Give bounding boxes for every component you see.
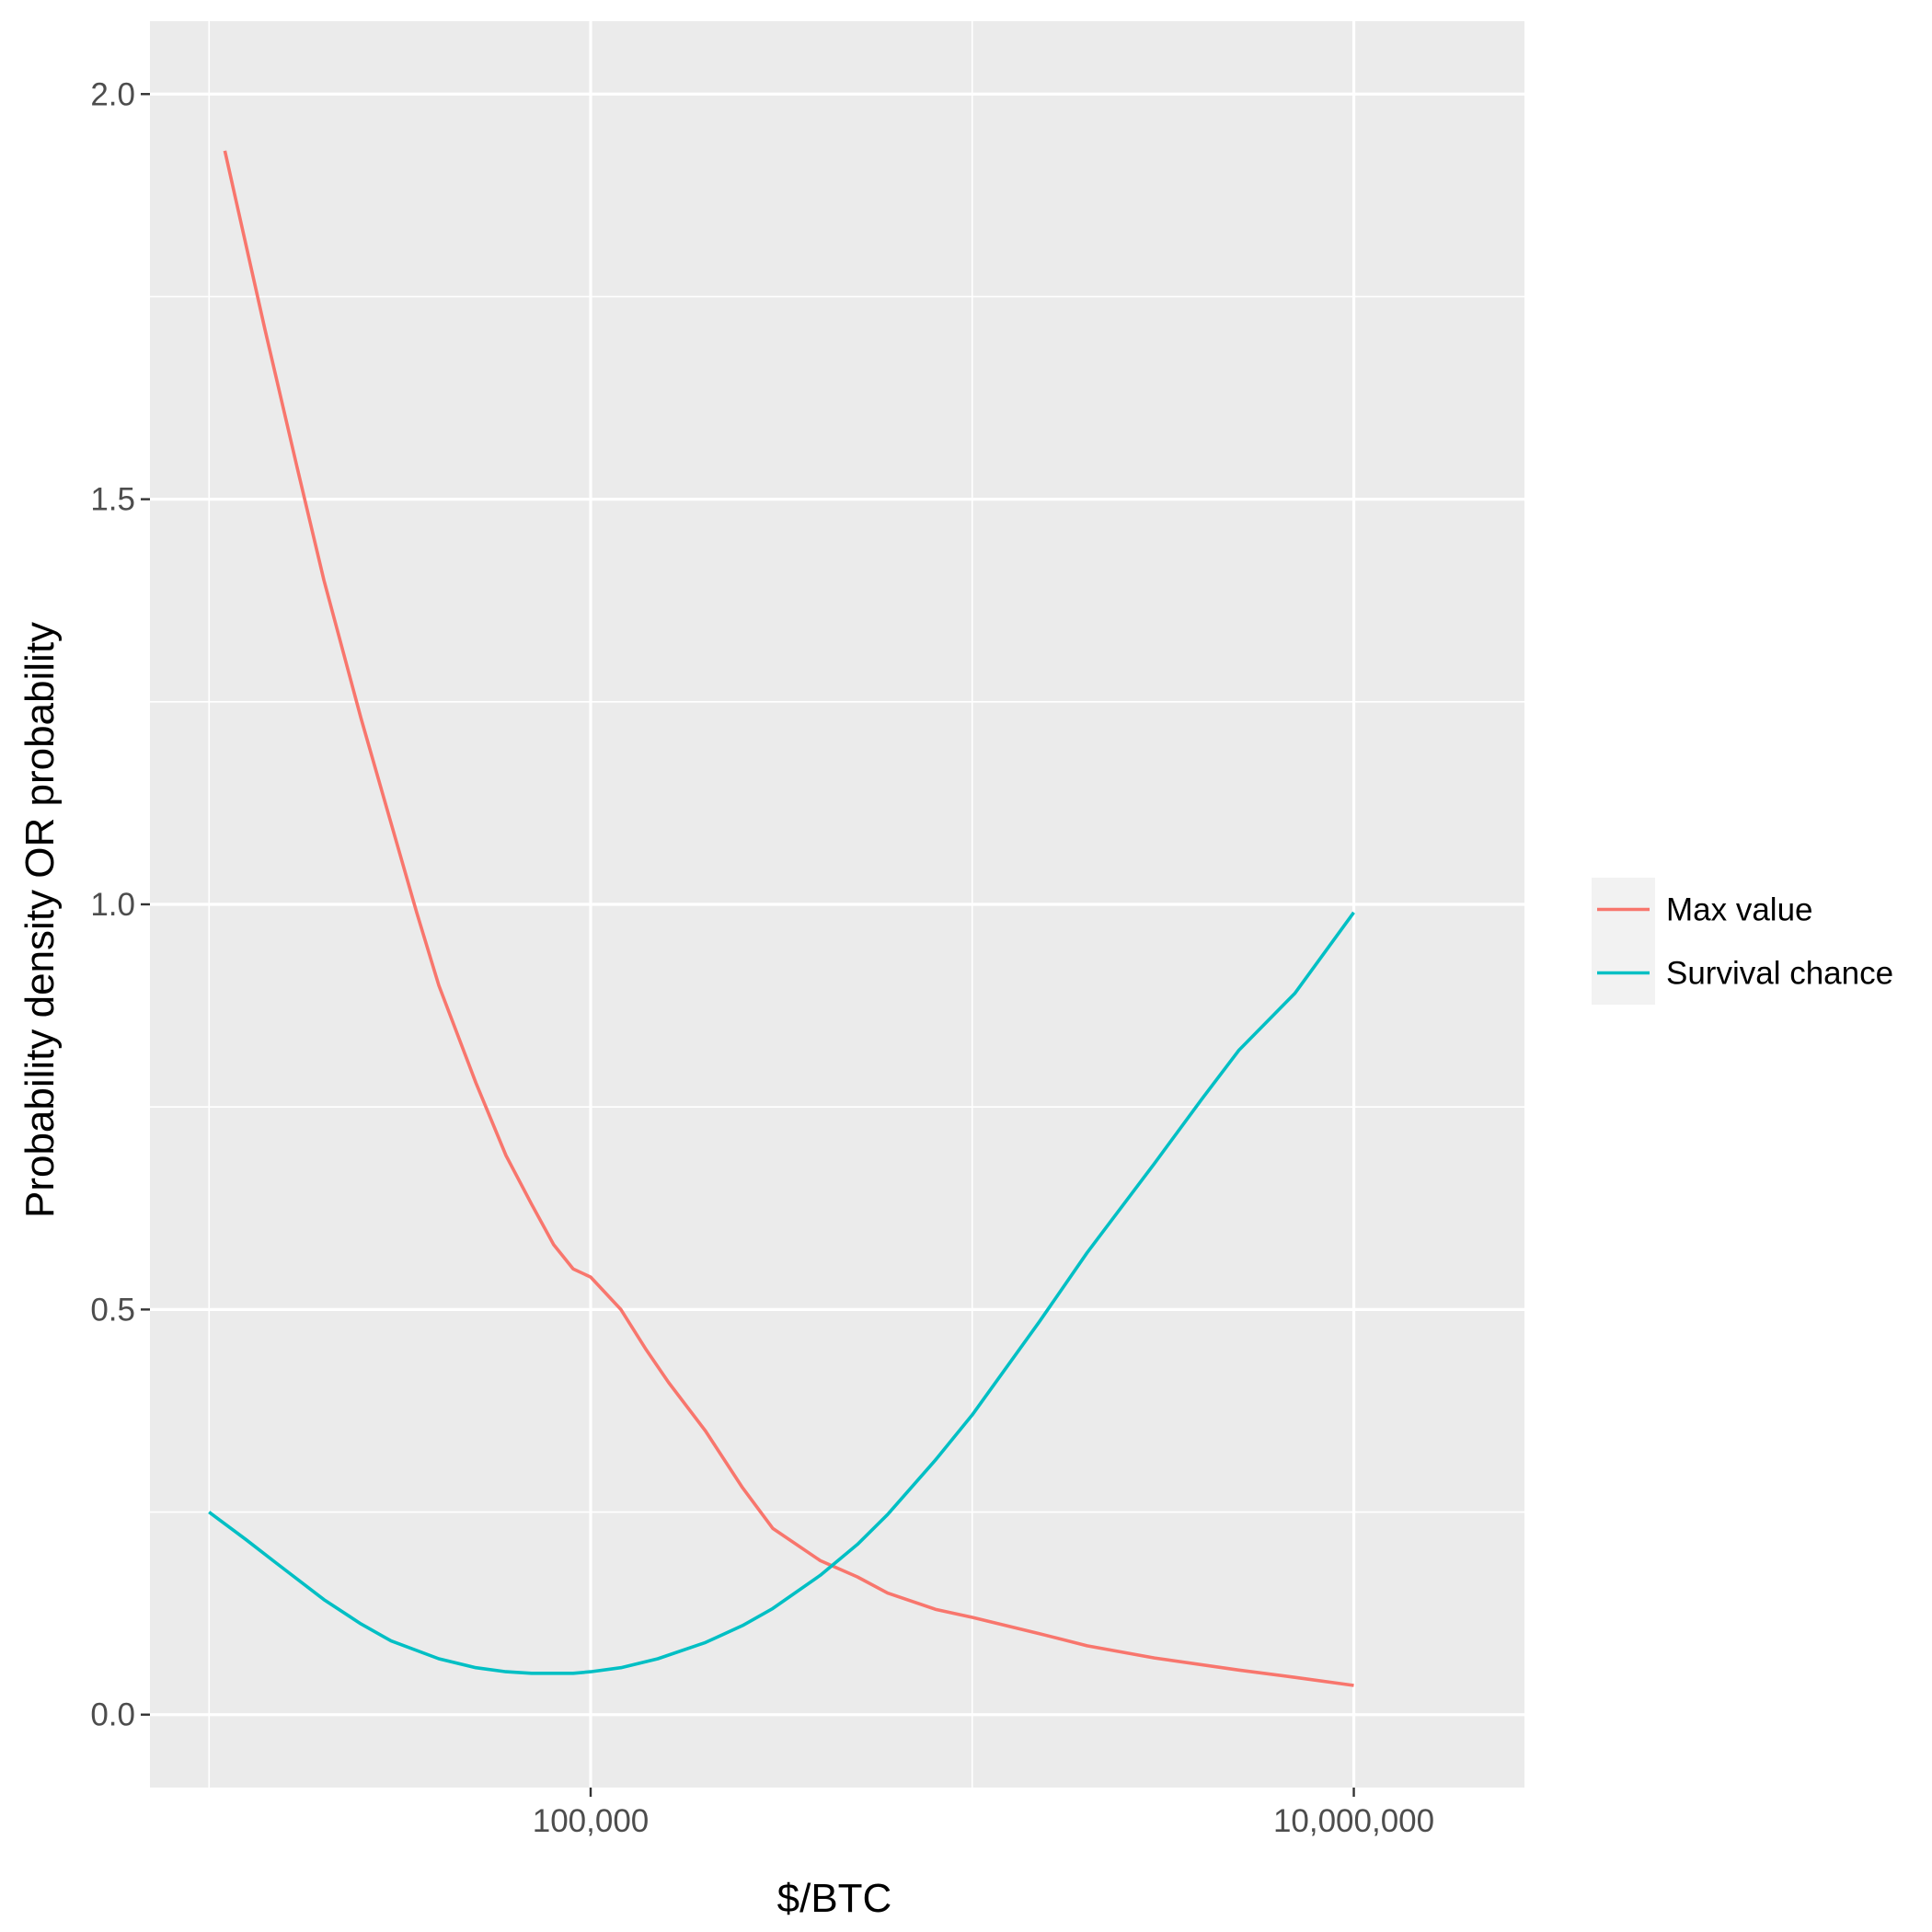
y-tick-label: 0.5 bbox=[90, 1292, 135, 1328]
legend: Max value Survival chance bbox=[1592, 878, 1893, 1005]
x-tick-label: 100,000 bbox=[533, 1803, 650, 1839]
y-tick-label: 2.0 bbox=[90, 76, 135, 112]
series-line-survival-chance bbox=[208, 911, 1355, 1675]
gridlines bbox=[150, 21, 1524, 1788]
legend-label: Survival chance bbox=[1666, 956, 1893, 992]
x-tick-label: 10,000,000 bbox=[1273, 1803, 1434, 1839]
series-lines bbox=[208, 150, 1355, 1687]
axes: 0.0 0.5 1.0 1.5 2.0 100,000 10,000,000 bbox=[90, 76, 1434, 1839]
legend-label: Max value bbox=[1666, 892, 1813, 928]
series-line-max-value bbox=[223, 150, 1354, 1687]
y-tick-label: 1.0 bbox=[90, 887, 135, 923]
y-tick-label: 1.5 bbox=[90, 482, 135, 518]
y-tick-label: 0.0 bbox=[90, 1697, 135, 1733]
x-axis-title: $/BTC bbox=[777, 1876, 892, 1921]
y-axis-title: Probability density OR probability bbox=[17, 622, 63, 1218]
